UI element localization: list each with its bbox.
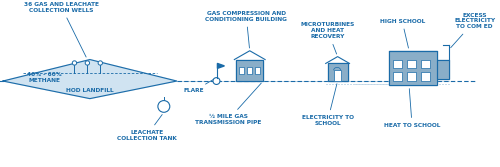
Text: MICROTURBINES
AND HEAT
RECOVERY: MICROTURBINES AND HEAT RECOVERY bbox=[300, 22, 355, 54]
Bar bbox=[236, 60, 263, 81]
Polygon shape bbox=[3, 60, 176, 99]
Circle shape bbox=[72, 61, 76, 65]
Text: HOD LANDFILL: HOD LANDFILL bbox=[66, 88, 114, 93]
Bar bbox=[407, 72, 416, 81]
Circle shape bbox=[85, 61, 89, 65]
Text: 40% - 60%
METHANE: 40% - 60% METHANE bbox=[28, 72, 62, 82]
Bar bbox=[389, 51, 437, 85]
Bar bbox=[421, 60, 430, 68]
Text: FLARE: FLARE bbox=[184, 79, 214, 93]
Bar bbox=[393, 60, 402, 68]
Circle shape bbox=[158, 101, 170, 112]
Bar bbox=[334, 70, 340, 81]
Bar bbox=[328, 63, 347, 81]
Bar bbox=[437, 60, 449, 79]
Text: LEACHATE
COLLECTION TANK: LEACHATE COLLECTION TANK bbox=[117, 115, 177, 141]
Bar bbox=[248, 67, 252, 74]
Bar bbox=[240, 67, 244, 74]
Circle shape bbox=[98, 61, 102, 65]
Bar bbox=[407, 60, 416, 68]
Text: EXCESS
ELECTRICITY
TO COM ED: EXCESS ELECTRICITY TO COM ED bbox=[450, 13, 495, 48]
Text: HIGH SCHOOL: HIGH SCHOOL bbox=[380, 19, 425, 48]
Text: HEAT TO SCHOOL: HEAT TO SCHOOL bbox=[384, 89, 440, 128]
Circle shape bbox=[213, 78, 220, 85]
Text: ½ MILE GAS
TRANSMISSION PIPE: ½ MILE GAS TRANSMISSION PIPE bbox=[195, 83, 262, 125]
Bar bbox=[236, 60, 263, 81]
Text: 36 GAS AND LEACHATE
COLLECTION WELLS: 36 GAS AND LEACHATE COLLECTION WELLS bbox=[24, 2, 99, 57]
Bar bbox=[437, 60, 449, 79]
Bar bbox=[421, 72, 430, 81]
Bar bbox=[389, 51, 437, 85]
Text: GAS COMPRESSION AND
CONDITIONING BUILDING: GAS COMPRESSION AND CONDITIONING BUILDIN… bbox=[206, 11, 287, 48]
Text: ELECTRICITY TO
SCHOOL: ELECTRICITY TO SCHOOL bbox=[302, 84, 354, 126]
Bar bbox=[393, 72, 402, 81]
Bar bbox=[255, 67, 260, 74]
Polygon shape bbox=[218, 63, 224, 68]
Bar bbox=[328, 63, 347, 81]
